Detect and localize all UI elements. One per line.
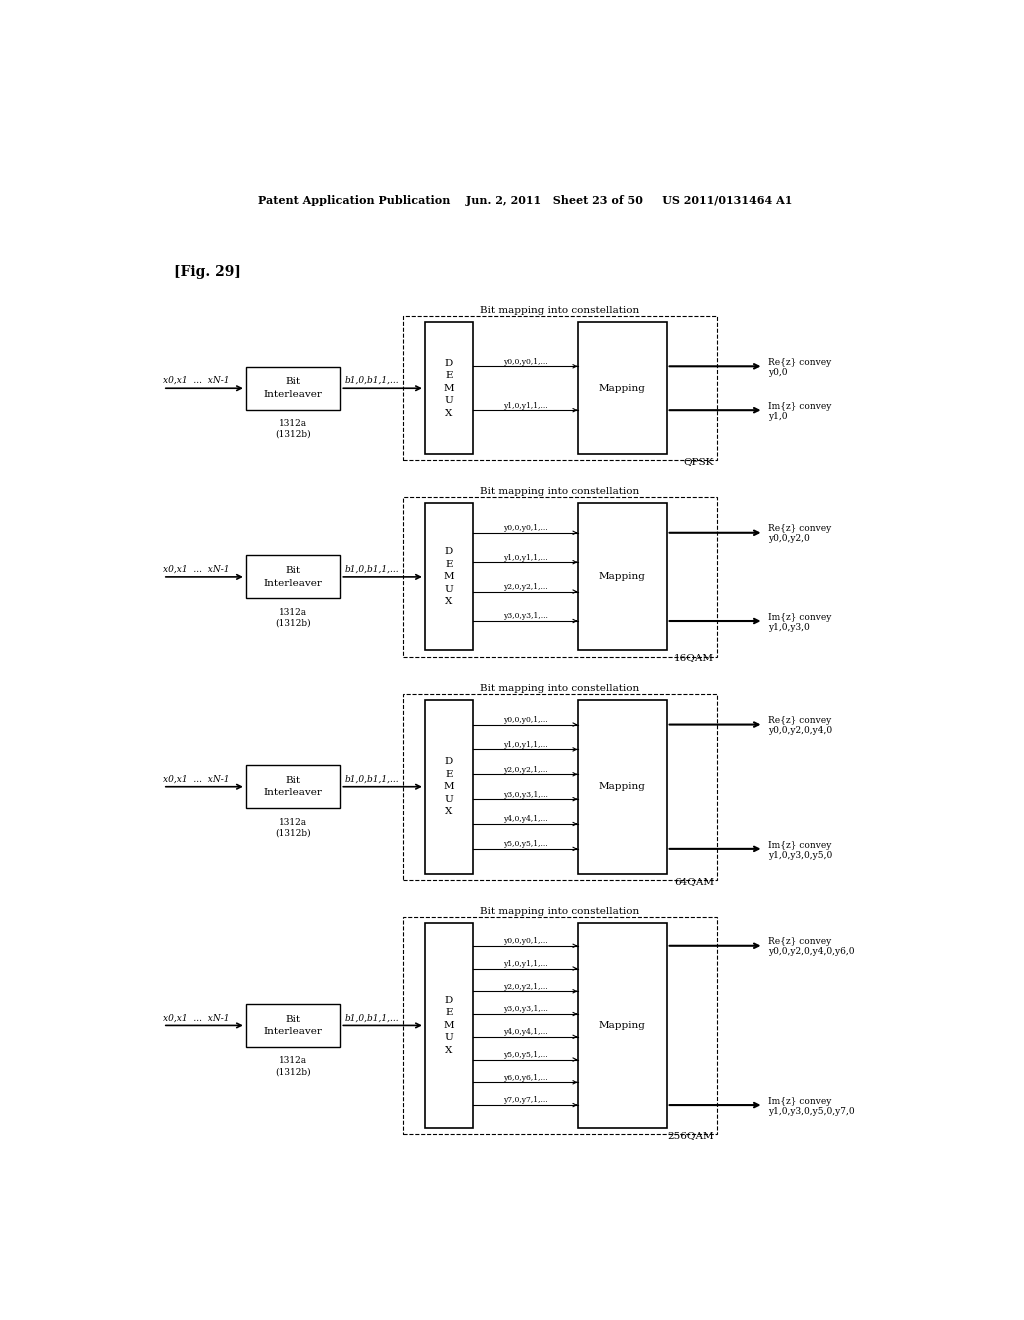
Text: y7,0,y7,1,...: y7,0,y7,1,... xyxy=(503,1097,548,1105)
Text: x0,x1  ...  xN-1: x0,x1 ... xN-1 xyxy=(163,775,229,784)
Text: Im{z} convey: Im{z} convey xyxy=(768,612,831,622)
Text: D
E
M
U
X: D E M U X xyxy=(443,548,455,606)
Text: y0,0,y0,1,...: y0,0,y0,1,... xyxy=(503,524,548,532)
Text: Mapping: Mapping xyxy=(599,384,645,393)
Text: y5,0,y5,1,...: y5,0,y5,1,... xyxy=(503,1051,548,1059)
Text: Re{z} convey: Re{z} convey xyxy=(768,524,831,533)
Text: Bit
Interleaver: Bit Interleaver xyxy=(263,1015,323,1036)
Bar xyxy=(425,322,473,454)
Bar xyxy=(425,700,473,874)
Bar xyxy=(246,367,340,409)
Text: y0,0,y2,0,y4,0: y0,0,y2,0,y4,0 xyxy=(768,726,833,735)
Bar xyxy=(246,1003,340,1047)
Text: 1312a: 1312a xyxy=(279,1056,307,1065)
Text: y4,0,y4,1,...: y4,0,y4,1,... xyxy=(503,816,548,824)
Text: (1312b): (1312b) xyxy=(275,1067,311,1076)
Text: (1312b): (1312b) xyxy=(275,829,311,837)
Text: D
E
M
U
X: D E M U X xyxy=(443,758,455,816)
Text: y1,0,y3,0: y1,0,y3,0 xyxy=(768,623,810,632)
Text: y1,0,y3,0,y5,0: y1,0,y3,0,y5,0 xyxy=(768,850,833,859)
Text: y4,0,y4,1,...: y4,0,y4,1,... xyxy=(503,1028,548,1036)
Text: Bit
Interleaver: Bit Interleaver xyxy=(263,378,323,399)
Text: Bit
Interleaver: Bit Interleaver xyxy=(263,566,323,587)
Bar xyxy=(246,766,340,808)
Text: QPSK: QPSK xyxy=(684,457,714,466)
Text: y0,0: y0,0 xyxy=(768,368,787,378)
Text: y0,0,y2,0: y0,0,y2,0 xyxy=(768,535,810,544)
Text: y1,0,y1,1,...: y1,0,y1,1,... xyxy=(503,401,548,409)
Text: (1312b): (1312b) xyxy=(275,619,311,627)
Text: Re{z} convey: Re{z} convey xyxy=(768,937,831,946)
Text: b1,0,b1,1,...: b1,0,b1,1,... xyxy=(344,775,399,784)
Text: Re{z} convey: Re{z} convey xyxy=(768,358,831,367)
Text: y0,0,y2,0,y4,0,y6,0: y0,0,y2,0,y4,0,y6,0 xyxy=(768,948,855,957)
Text: 1312a: 1312a xyxy=(279,420,307,428)
Bar xyxy=(578,700,667,874)
Text: y1,0,y1,1,...: y1,0,y1,1,... xyxy=(503,553,548,561)
Text: y2,0,y2,1,...: y2,0,y2,1,... xyxy=(503,583,548,591)
Bar xyxy=(425,503,473,651)
Text: Bit
Interleaver: Bit Interleaver xyxy=(263,776,323,797)
Text: y2,0,y2,1,...: y2,0,y2,1,... xyxy=(503,982,548,991)
Text: Bit mapping into constellation: Bit mapping into constellation xyxy=(480,306,640,315)
Bar xyxy=(403,498,717,656)
Text: 256QAM: 256QAM xyxy=(668,1131,714,1140)
Text: b1,0,b1,1,...: b1,0,b1,1,... xyxy=(344,565,399,574)
Text: b1,0,b1,1,...: b1,0,b1,1,... xyxy=(344,376,399,385)
Text: y3,0,y3,1,...: y3,0,y3,1,... xyxy=(503,1006,548,1014)
Text: (1312b): (1312b) xyxy=(275,430,311,440)
Text: x0,x1  ...  xN-1: x0,x1 ... xN-1 xyxy=(163,565,229,574)
Text: y2,0,y2,1,...: y2,0,y2,1,... xyxy=(503,766,548,774)
Text: y1,0: y1,0 xyxy=(768,412,787,421)
Text: Mapping: Mapping xyxy=(599,1020,645,1030)
Text: D
E
M
U
X: D E M U X xyxy=(443,995,455,1055)
Text: Im{z} convey: Im{z} convey xyxy=(768,841,831,850)
Text: Bit mapping into constellation: Bit mapping into constellation xyxy=(480,907,640,916)
Text: Mapping: Mapping xyxy=(599,573,645,581)
Bar xyxy=(425,923,473,1127)
Text: y1,0,y3,0,y5,0,y7,0: y1,0,y3,0,y5,0,y7,0 xyxy=(768,1106,855,1115)
Text: Mapping: Mapping xyxy=(599,783,645,791)
Text: y5,0,y5,1,...: y5,0,y5,1,... xyxy=(503,841,548,849)
Bar xyxy=(578,503,667,651)
Bar xyxy=(403,917,717,1134)
Bar xyxy=(578,923,667,1127)
Bar xyxy=(246,556,340,598)
Text: Bit mapping into constellation: Bit mapping into constellation xyxy=(480,487,640,496)
Text: 1312a: 1312a xyxy=(279,817,307,826)
Bar xyxy=(403,693,717,880)
Text: [Fig. 29]: [Fig. 29] xyxy=(174,265,242,280)
Text: y3,0,y3,1,...: y3,0,y3,1,... xyxy=(503,791,548,799)
Text: Im{z} convey: Im{z} convey xyxy=(768,1097,831,1106)
Text: Re{z} convey: Re{z} convey xyxy=(768,717,831,725)
Text: y0,0,y0,1,...: y0,0,y0,1,... xyxy=(503,715,548,723)
Text: y0,0,y0,1,...: y0,0,y0,1,... xyxy=(503,358,548,366)
Text: y6,0,y6,1,...: y6,0,y6,1,... xyxy=(503,1073,548,1081)
Text: y3,0,y3,1,...: y3,0,y3,1,... xyxy=(503,612,548,620)
Bar xyxy=(578,322,667,454)
Text: D
E
M
U
X: D E M U X xyxy=(443,359,455,417)
Text: Im{z} convey: Im{z} convey xyxy=(768,401,831,411)
Text: 1312a: 1312a xyxy=(279,607,307,616)
Text: y1,0,y1,1,...: y1,0,y1,1,... xyxy=(503,960,548,968)
Text: x0,x1  ...  xN-1: x0,x1 ... xN-1 xyxy=(163,376,229,385)
Text: b1,0,b1,1,...: b1,0,b1,1,... xyxy=(344,1014,399,1022)
Text: Patent Application Publication    Jun. 2, 2011   Sheet 23 of 50     US 2011/0131: Patent Application Publication Jun. 2, 2… xyxy=(258,195,792,206)
Text: y0,0,y0,1,...: y0,0,y0,1,... xyxy=(503,937,548,945)
Text: 16QAM: 16QAM xyxy=(674,653,714,663)
Text: 64QAM: 64QAM xyxy=(674,876,714,886)
Text: y1,0,y1,1,...: y1,0,y1,1,... xyxy=(503,741,548,748)
Text: Bit mapping into constellation: Bit mapping into constellation xyxy=(480,684,640,693)
Bar xyxy=(403,317,717,461)
Text: x0,x1  ...  xN-1: x0,x1 ... xN-1 xyxy=(163,1014,229,1022)
